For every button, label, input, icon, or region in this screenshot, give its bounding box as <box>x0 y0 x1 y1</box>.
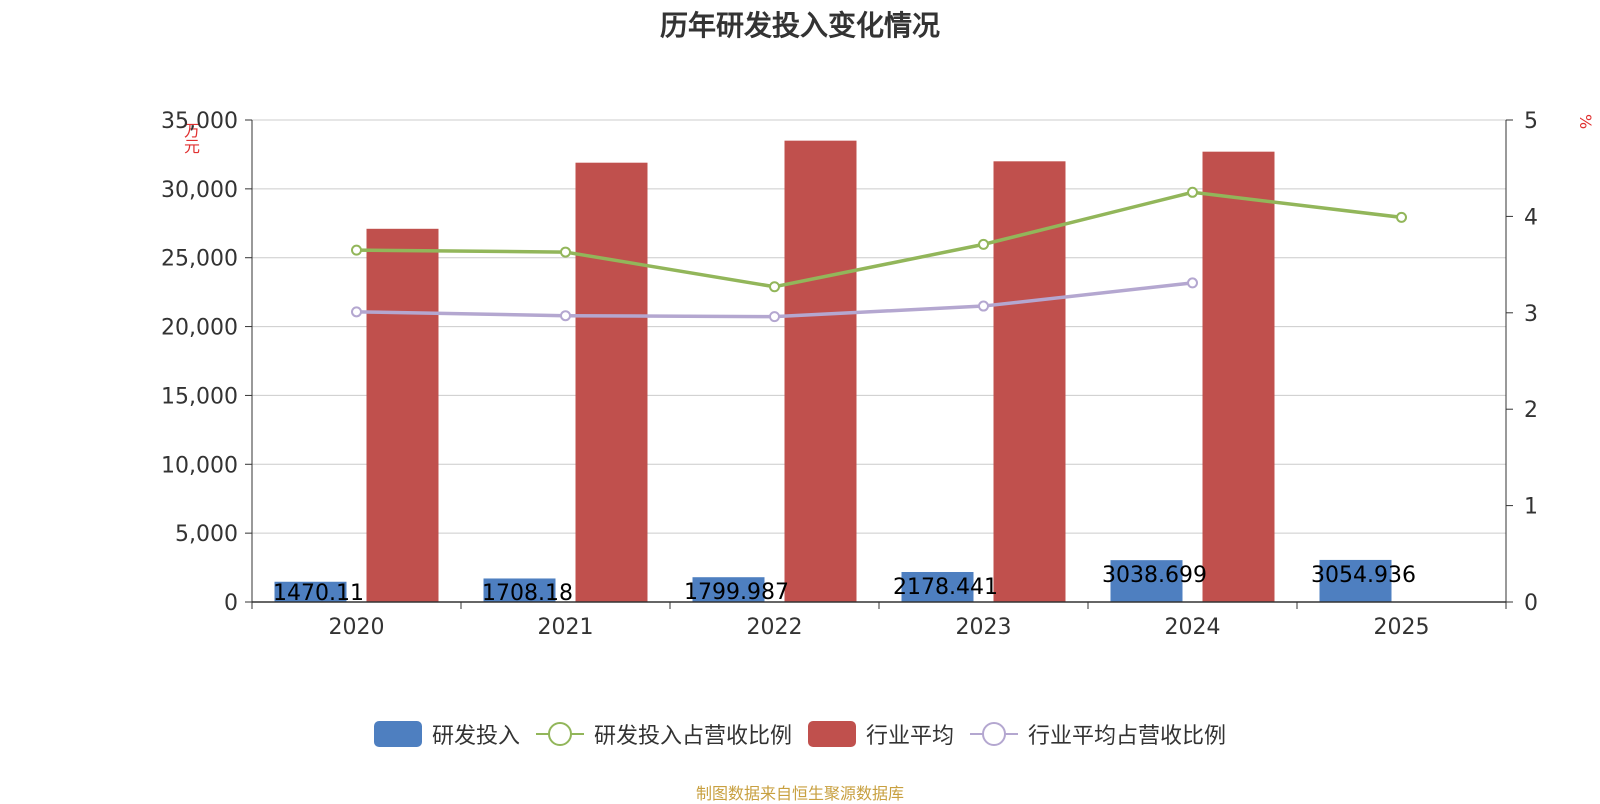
legend-swatch-rd <box>373 721 422 747</box>
legend-item-rd-ratio[interactable]: 研发投入占营收比例 <box>535 718 792 750</box>
bar-rd-2024 <box>1110 560 1183 602</box>
legend-item-industry[interactable]: 行业平均 <box>808 718 954 750</box>
point-industry-ratio-2 <box>769 311 780 323</box>
left-tick-label: 35,000 <box>161 109 238 134</box>
point-industry-ratio-3 <box>978 300 989 312</box>
bar-rd-2025 <box>1319 559 1392 602</box>
point-industry-ratio-4 <box>1187 277 1198 289</box>
x-tick-label: 2020 <box>329 615 385 640</box>
data-label-rd-2023: 2178.441 <box>893 575 998 600</box>
right-tick-label: 5 <box>1524 109 1538 134</box>
bar-industry-2021 <box>575 162 648 603</box>
left-tick-label: 25,000 <box>161 247 238 272</box>
point-rd-ratio-0 <box>351 244 362 256</box>
left-tick-label: 20,000 <box>161 316 238 341</box>
bar-rd-2022 <box>692 577 765 602</box>
left-tick-label: 10,000 <box>161 453 238 478</box>
point-industry-ratio-0 <box>351 306 362 318</box>
bar-industry-2020 <box>366 228 439 602</box>
point-rd-ratio-3 <box>978 238 989 250</box>
data-label-rd-2021: 1708.18 <box>482 581 573 606</box>
point-rd-ratio-4 <box>1187 186 1198 198</box>
point-rd-ratio-5 <box>1396 211 1407 223</box>
left-tick-label: 5,000 <box>175 522 238 547</box>
bar-rd-2020 <box>274 581 347 602</box>
right-tick-label: 2 <box>1524 398 1538 423</box>
legend-label-industry: 行业平均 <box>866 724 955 749</box>
right-tick-label: 4 <box>1524 205 1538 230</box>
bar-industry-2022 <box>784 140 857 602</box>
legend-item-rd[interactable]: 研发投入 <box>373 718 520 750</box>
bar-rd-2023 <box>901 571 974 602</box>
legend-swatch-rd-ratio <box>535 721 584 747</box>
data-source: 制图数据来自恒生聚源数据库 <box>695 784 904 803</box>
x-tick-label: 2021 <box>538 615 594 640</box>
x-tick-label: 2023 <box>956 615 1012 640</box>
legend-swatch-industry <box>808 721 856 747</box>
legend-label-rd: 研发投入 <box>431 724 520 749</box>
bar-industry-2024 <box>1202 151 1275 602</box>
data-label-rd-2024: 3038.699 <box>1102 563 1207 588</box>
right-tick-label: 3 <box>1524 302 1538 327</box>
point-rd-ratio-2 <box>769 281 780 293</box>
left-tick-label: 0 <box>224 591 238 616</box>
data-label-rd-2025: 3054.936 <box>1311 563 1416 588</box>
data-label-rd-2022: 1799.987 <box>684 580 789 605</box>
legend-label-industry-ratio: 行业平均占营收比例 <box>1028 724 1227 749</box>
right-axis-unit: % <box>1576 114 1595 130</box>
legend-swatch-industry-ratio <box>970 721 1019 747</box>
right-tick-label: 1 <box>1524 495 1538 520</box>
bar-industry-2023 <box>993 161 1066 603</box>
legend: 研发投入 研发投入占营收比例 行业平均 行业平均占营收比例 <box>0 718 1600 750</box>
point-rd-ratio-1 <box>560 246 571 258</box>
x-tick-label: 2022 <box>747 615 803 640</box>
x-tick-label: 2024 <box>1165 615 1221 640</box>
point-industry-ratio-1 <box>560 310 571 322</box>
left-axis-unit: 万元 <box>181 122 200 154</box>
left-tick-label: 30,000 <box>161 178 238 203</box>
data-label-rd-2020: 1470.11 <box>273 581 364 606</box>
line-rd-ratio <box>356 190 1402 289</box>
legend-item-industry-ratio[interactable]: 行业平均占营收比例 <box>970 718 1226 750</box>
legend-label-rd-ratio: 研发投入占营收比例 <box>593 724 792 749</box>
left-tick-label: 15,000 <box>161 384 238 409</box>
x-tick-label: 2025 <box>1374 615 1430 640</box>
bar-rd-2021 <box>483 578 556 602</box>
right-tick-label: 0 <box>1524 591 1538 616</box>
chart-title: 历年研发投入变化情况 <box>659 9 940 42</box>
